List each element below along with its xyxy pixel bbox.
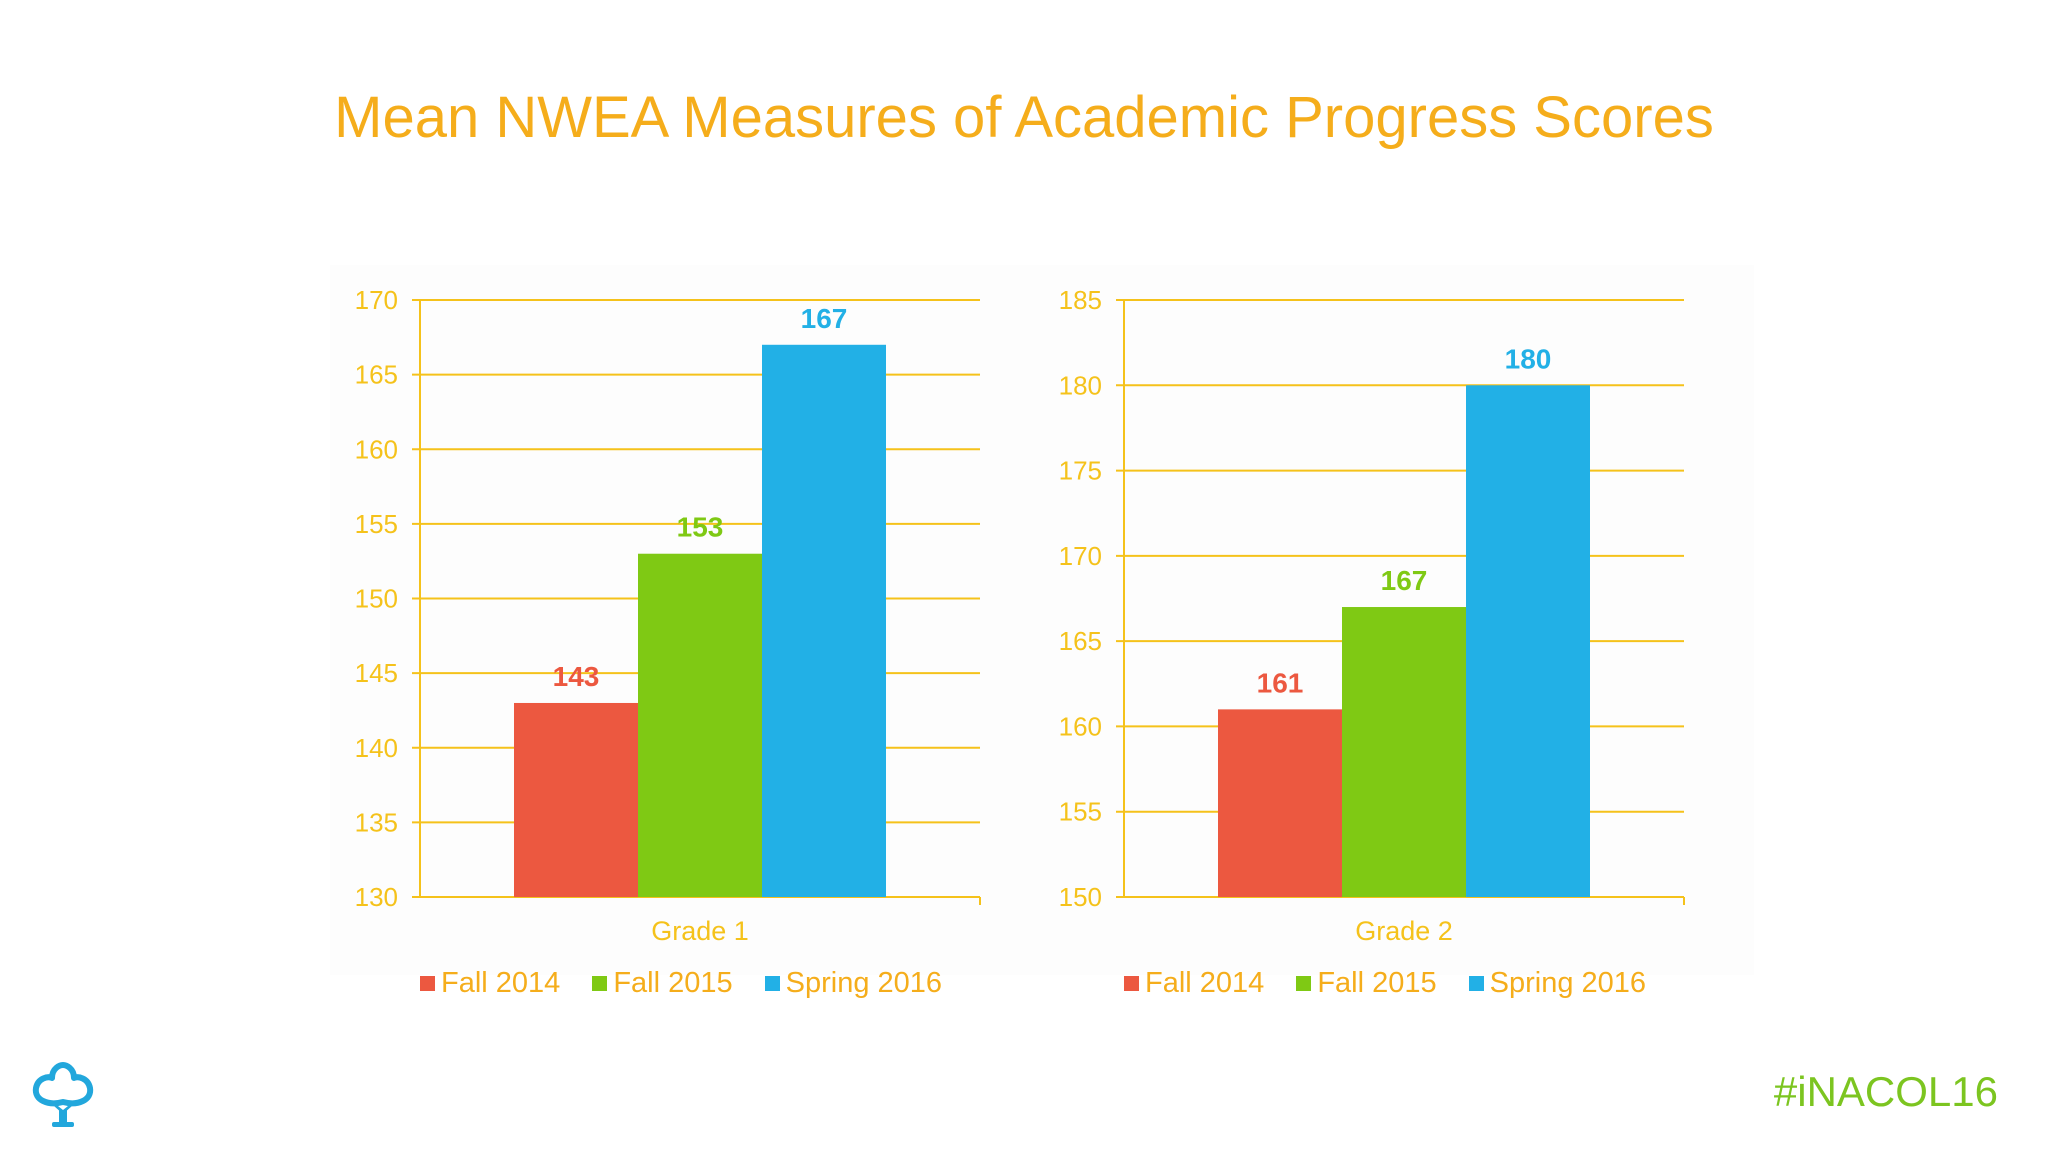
legend-item-fall-2015: Fall 2015 [1296, 967, 1437, 1000]
legend-label: Fall 2015 [613, 967, 733, 999]
legend-swatch [1468, 976, 1484, 991]
data-label: 161 [1257, 667, 1304, 698]
bar-fall-2014 [514, 702, 638, 897]
data-label: 167 [801, 303, 848, 334]
y-tick-label: 170 [355, 285, 398, 315]
y-tick-label: 150 [355, 584, 398, 614]
legend-item-fall-2014: Fall 2014 [420, 967, 560, 1000]
y-tick-label: 180 [1059, 370, 1102, 400]
chart-grade-2: 150 155 160 165 170 175 180 185 161 167 180 Grade 2… [1034, 265, 1754, 999]
legend-label: Spring 2016 [785, 967, 943, 999]
tree-logo-icon [32, 1062, 94, 1127]
x-category-label: Grade 2 [1355, 916, 1453, 946]
legend-item-spring-2016: Spring 2016 [1468, 967, 1647, 1000]
legend-item-fall-2015: Fall 2015 [592, 967, 733, 1000]
bar-fall-2014 [1218, 709, 1342, 897]
chart-svg-grade-2: 150 155 160 165 170 175 180 185 161 167 180 Grade 2 [1059, 285, 1685, 946]
bar-fall-2015 [638, 553, 762, 897]
chart-svg-grade-1: 130 135 140 145 150 155 160 165 170 143 153 167 Grad… [355, 285, 981, 946]
y-tick-label: 150 [1059, 882, 1102, 912]
legend-label: Fall 2014 [1145, 967, 1265, 999]
legend-swatch [764, 976, 780, 991]
y-tick-label: 155 [355, 509, 398, 539]
legend-swatch [1124, 976, 1139, 991]
y-tick-label: 160 [1059, 711, 1102, 741]
slide-title: Mean NWEA Measures of Academic Progress … [334, 85, 1714, 150]
y-tick-label: 170 [1059, 541, 1102, 571]
data-label: 143 [553, 661, 600, 692]
legend-swatch [592, 976, 608, 991]
data-label: 167 [1381, 565, 1428, 596]
legend-label: Fall 2015 [1317, 967, 1437, 999]
chart-grade-1: 130 135 140 145 150 155 160 165 170 143 153 167 Grad… [330, 265, 1050, 999]
bar-fall-2015 [1342, 607, 1466, 897]
legend-item-fall-2014: Fall 2014 [1124, 967, 1264, 1000]
y-tick-label: 155 [1059, 797, 1102, 827]
y-tick-label: 185 [1059, 285, 1102, 315]
chart-legend: Fall 2014 Fall 2015 Spring 2016 [1124, 967, 1764, 1000]
y-tick-label: 165 [355, 360, 398, 390]
y-tick-label: 135 [355, 807, 398, 837]
legend-item-spring-2016: Spring 2016 [764, 967, 943, 1000]
event-hashtag: #iNACOL16 [1773, 1068, 1998, 1115]
legend-label: Fall 2014 [441, 967, 561, 999]
bar-spring-2016 [1466, 385, 1590, 897]
legend-label: Spring 2016 [1489, 967, 1647, 999]
chart-legend: Fall 2014 Fall 2015 Spring 2016 [420, 967, 1060, 1000]
legend-swatch [420, 976, 435, 991]
x-category-label: Grade 1 [651, 916, 749, 946]
y-tick-label: 160 [355, 434, 398, 464]
y-tick-label: 130 [355, 882, 398, 912]
bar-spring-2016 [762, 344, 886, 897]
legend-swatch [1296, 976, 1312, 991]
data-label: 180 [1505, 343, 1552, 374]
y-tick-label: 140 [355, 733, 398, 763]
y-tick-label: 165 [1059, 626, 1102, 656]
y-tick-label: 175 [1059, 456, 1102, 486]
y-tick-label: 145 [355, 658, 398, 688]
data-label: 153 [677, 512, 724, 543]
